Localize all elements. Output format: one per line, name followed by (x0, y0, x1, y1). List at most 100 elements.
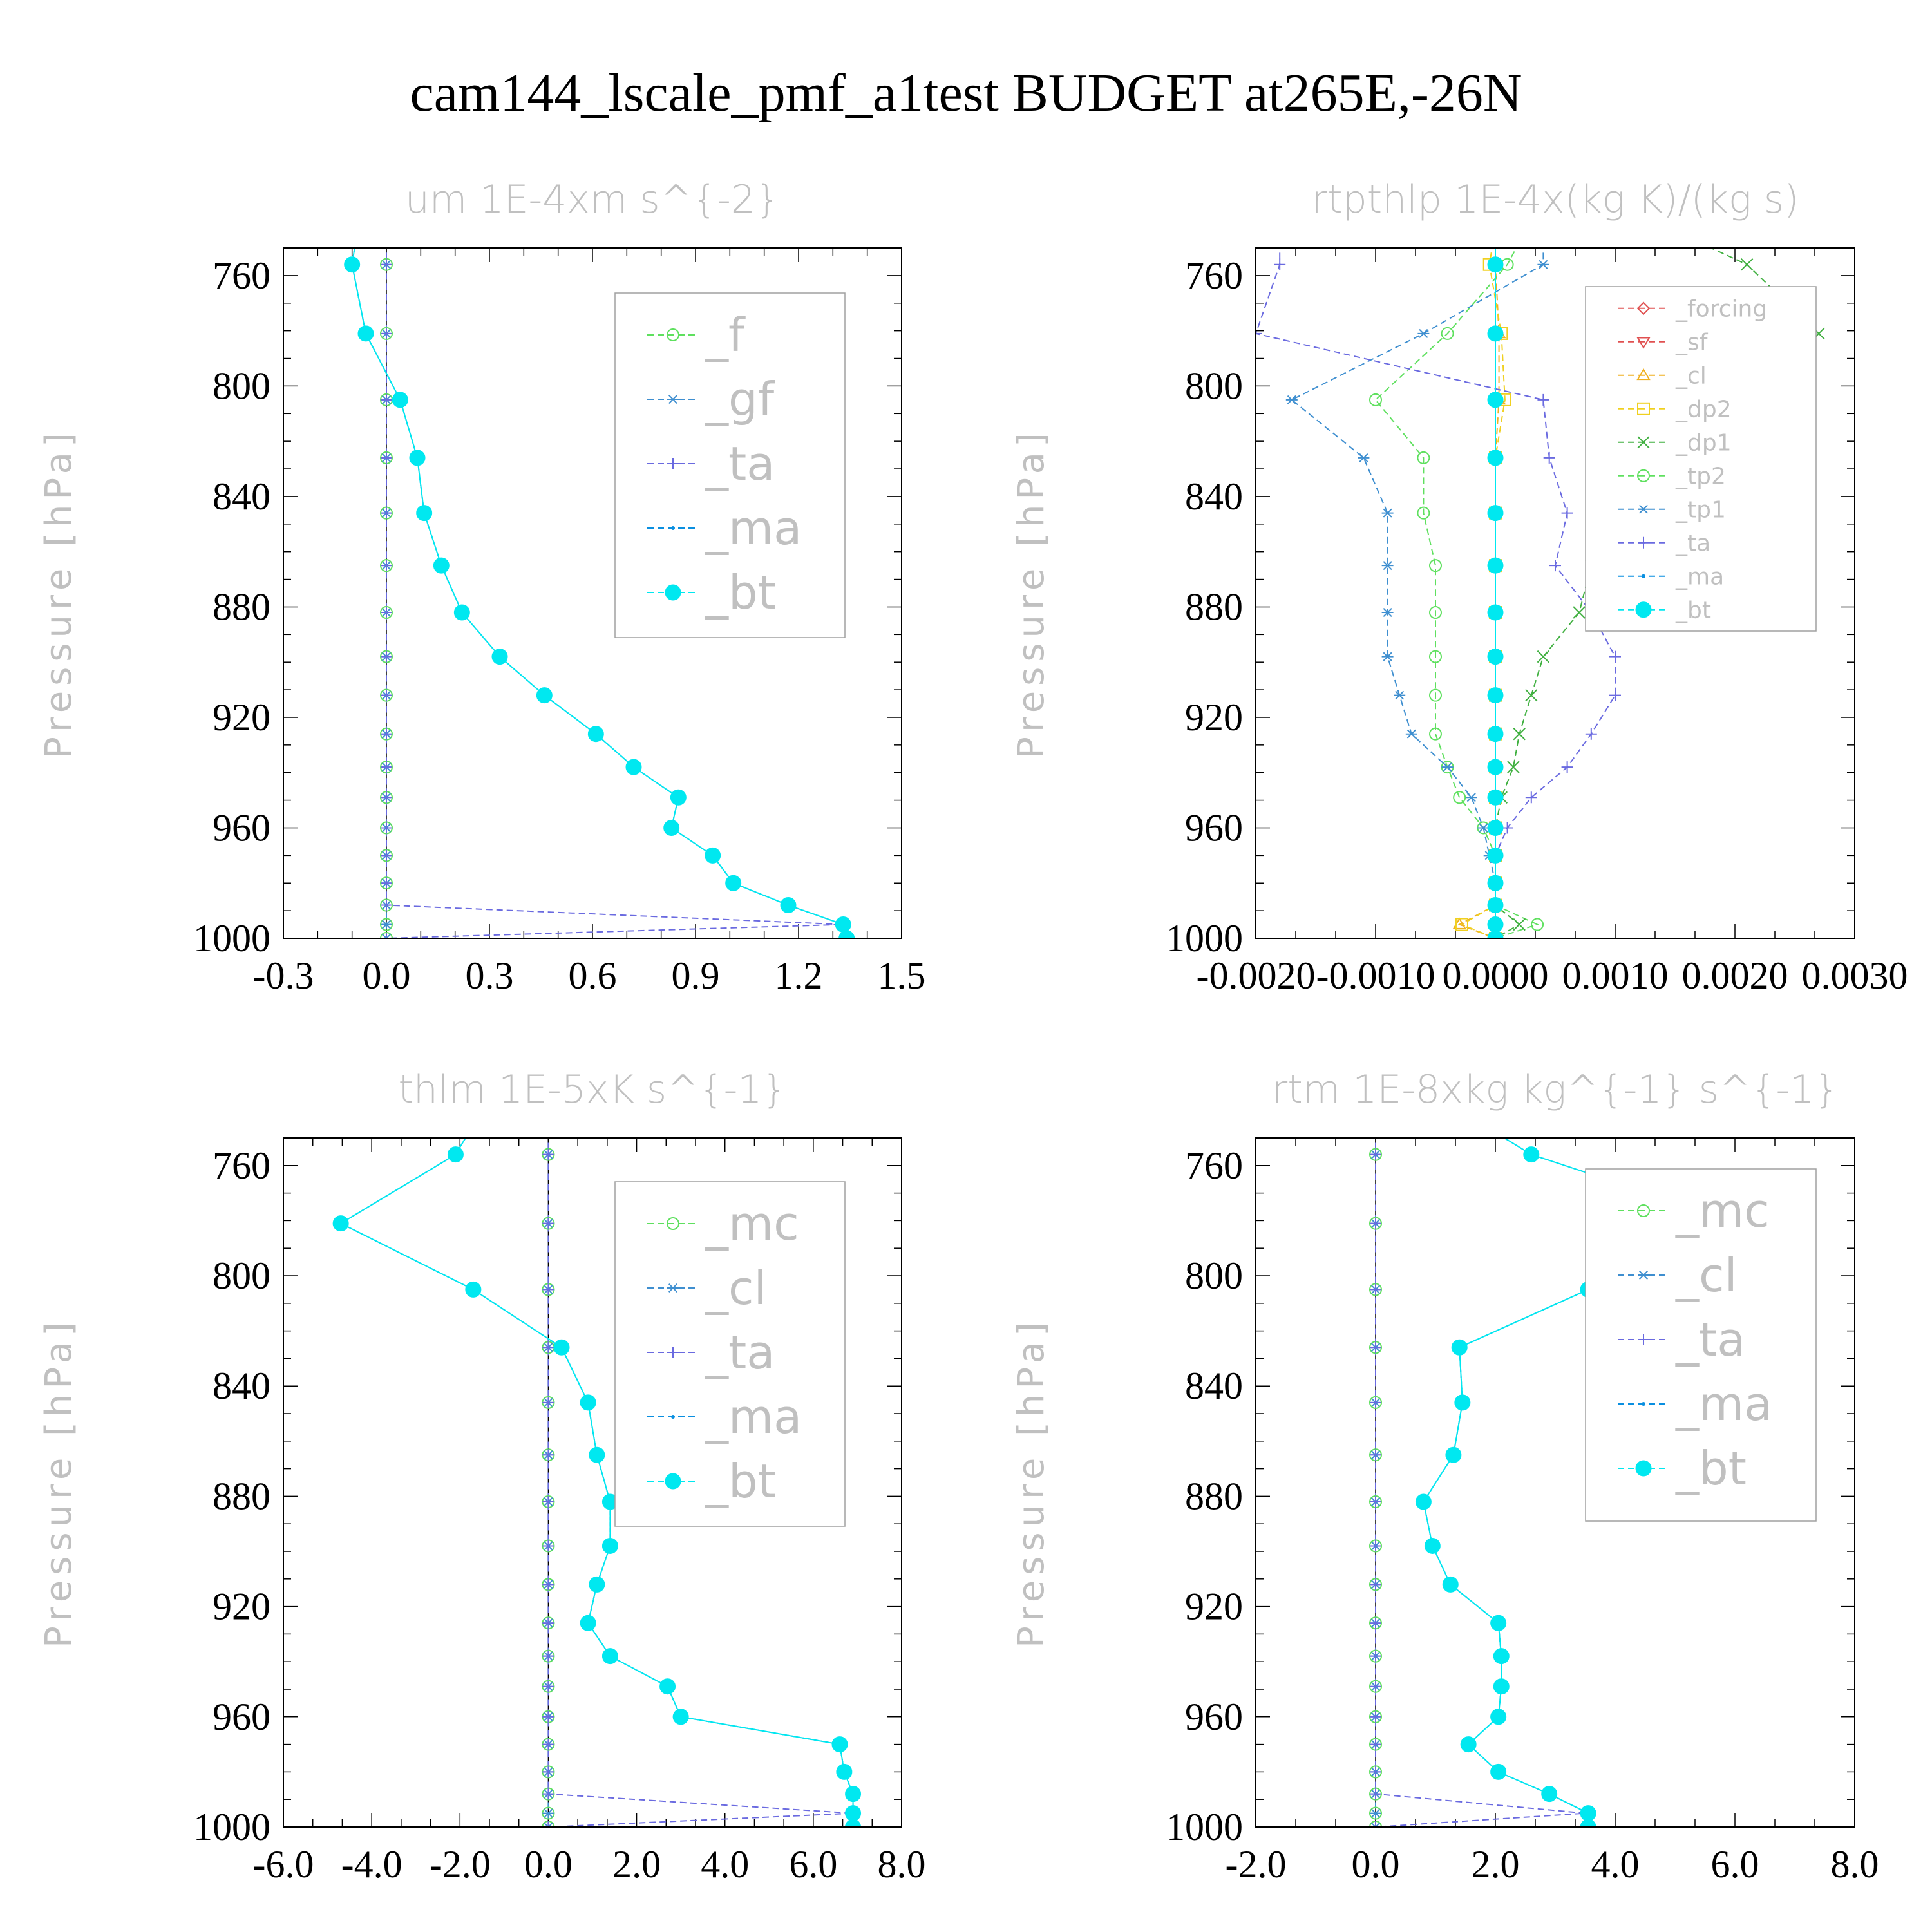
data-point-bt (1487, 649, 1504, 665)
data-point-bt (1523, 1146, 1540, 1163)
data-point-ta (1370, 1148, 1381, 1160)
data-point-bt (409, 450, 426, 466)
y-tick-label: 760 (213, 1144, 270, 1187)
x-tick-label: 0.0000 (1443, 954, 1549, 997)
data-point-ta (1501, 822, 1513, 834)
data-point-tp2 (1369, 393, 1382, 406)
data-point-tp2 (1441, 327, 1454, 340)
legend-marker-forcing (1636, 301, 1651, 316)
data-point-ta (381, 728, 392, 740)
x-tick-label: 8.0 (878, 1843, 926, 1886)
legend-label: _bt (705, 1454, 776, 1508)
data-point-bt (670, 789, 687, 806)
data-point-dp1 (1573, 606, 1586, 619)
y-tick-label: 960 (213, 806, 270, 849)
y-tick-label: 920 (1185, 696, 1243, 739)
data-point-ta (542, 1578, 554, 1591)
data-point-bt (1454, 1394, 1471, 1411)
data-point-bt (845, 1786, 862, 1803)
series-group (332, 1138, 862, 1827)
data-point-bt (780, 897, 797, 914)
x-tick-label: 0.0 (1352, 1843, 1400, 1886)
data-point-bt (831, 1736, 848, 1753)
legend-label: _ma (1675, 564, 1724, 590)
plot-frame (1255, 1137, 1855, 1828)
legend-marker-bt (665, 1473, 681, 1490)
data-point-cl (1370, 1808, 1381, 1818)
y-tick-label: 1000 (193, 917, 270, 960)
data-point-ta (542, 1449, 554, 1461)
data-point-ta (381, 650, 392, 663)
data-point-bt (416, 505, 433, 522)
data-point-ta (1274, 258, 1286, 270)
data-point-bt (580, 1615, 596, 1631)
legend-marker-ma (671, 526, 675, 530)
x-tick-label: -0.0020 (1197, 954, 1316, 997)
data-point-tp1 (1358, 453, 1370, 462)
y-axis-label: Pressure [hPa] (1010, 428, 1052, 759)
data-point-bt (725, 875, 742, 891)
data-point-bt (332, 1215, 349, 1232)
data-point-gf (381, 933, 392, 938)
legend-marker-tp2 (1637, 469, 1650, 482)
data-point-bt (836, 1763, 853, 1780)
data-point-ta (1561, 507, 1573, 519)
y-tick-label: 920 (213, 696, 270, 739)
data-point-ta (1370, 1821, 1381, 1827)
data-point-tp1 (1381, 608, 1394, 618)
y-tick-label: 960 (213, 1696, 270, 1738)
data-point-bt (1487, 325, 1504, 342)
plot-frame (283, 1137, 902, 1828)
data-point-ta (1370, 1788, 1381, 1800)
y-tick-label: 800 (1185, 365, 1243, 407)
x-tick-label: 0.9 (672, 954, 720, 997)
data-point-ta (1370, 1540, 1381, 1552)
data-point-bt (1415, 1493, 1432, 1510)
data-point-ta (542, 1788, 554, 1800)
data-point-tp1 (1477, 823, 1490, 833)
data-point-ta (542, 1396, 554, 1408)
x-tick-label: 1.5 (878, 954, 926, 997)
data-point-ta (1561, 761, 1573, 773)
y-tick-label: 960 (1185, 1696, 1243, 1738)
x-tick-label: -0.0010 (1316, 954, 1435, 997)
y-tick-label: 880 (1185, 585, 1243, 628)
data-point-bt (1442, 1576, 1459, 1593)
y-axis-label: Pressure [hPa] (38, 1317, 80, 1648)
data-point-bt (491, 649, 508, 665)
legend-marker-f (667, 328, 679, 341)
x-tick-label: 0.0010 (1562, 954, 1669, 997)
data-point-ta (381, 761, 392, 773)
data-point-bt (1487, 789, 1504, 806)
legend-marker-bt (1635, 601, 1652, 618)
legend-label: _gf (705, 372, 775, 426)
data-point-cl (1370, 1822, 1381, 1827)
data-point-ta (1370, 1578, 1381, 1591)
data-point-dp1 (1525, 688, 1538, 702)
legend-box (1585, 286, 1817, 632)
y-tick-label: 800 (213, 365, 270, 407)
x-tick-label: 6.0 (1711, 1843, 1759, 1886)
data-point-tp1 (1537, 260, 1549, 269)
data-point-bt (1487, 505, 1504, 522)
data-point-ta (542, 1495, 554, 1508)
data-point-bt (1493, 1648, 1510, 1665)
legend-marker-ta (667, 458, 679, 469)
data-point-ta (542, 1217, 554, 1229)
legend-label: _ma (705, 501, 802, 555)
data-point-ta (1585, 728, 1597, 740)
panel-4: rtm 1E-8xkg kg^{-1} s^{-1} Pressure [hPa]… (1010, 1067, 1879, 1886)
legend: _f _gf _ta _ma _bt (614, 292, 846, 638)
data-point-ta (542, 1341, 554, 1354)
data-point-dp1 (1513, 918, 1526, 931)
data-point-bt (1487, 819, 1504, 836)
series-line-ta (1375, 1138, 1586, 1827)
data-point-ta (381, 899, 392, 911)
data-point-ta (1370, 1449, 1381, 1461)
x-tick-label: 2.0 (1472, 1843, 1520, 1886)
y-tick-label: 840 (213, 475, 270, 518)
legend-marker-tp1 (1638, 504, 1649, 514)
data-point-bt (553, 1339, 570, 1356)
data-point-bt (1487, 392, 1504, 408)
figure-title: cam144_lscale_pmf_a1test BUDGET at265E,-… (410, 63, 1522, 123)
